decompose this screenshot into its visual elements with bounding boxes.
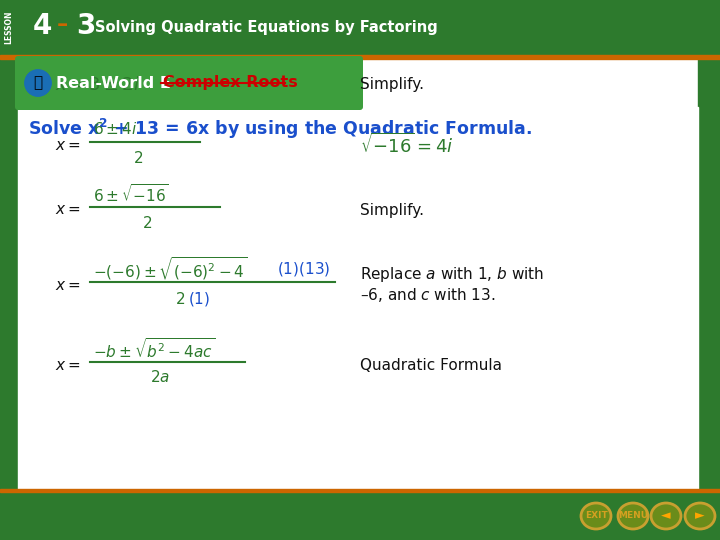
Text: $x = 3 \pm 2\mathit{i}$: $x = 3 \pm 2\mathit{i}$ [55,76,140,94]
Bar [698,0,720,540]
Ellipse shape [618,503,648,529]
Text: $2$: $2$ [142,215,152,231]
Text: $\sqrt{-16} = 4\mathit{i}$: $\sqrt{-16} = 4\mathit{i}$ [360,133,454,157]
Text: $x =$: $x =$ [55,357,81,373]
Text: $2$: $2$ [133,150,143,166]
Text: $6 \pm \sqrt{-16}$: $6 \pm \sqrt{-16}$ [93,183,168,205]
Text: ◄: ◄ [661,510,671,523]
Bar [0,492,720,540]
Text: $-b \pm \sqrt{b^2-4ac}$: $-b \pm \sqrt{b^2-4ac}$ [93,337,215,361]
Bar [0,489,720,492]
Text: $6 \pm 4\mathit{i}$: $6 \pm 4\mathit{i}$ [93,121,138,137]
FancyBboxPatch shape [15,56,363,110]
Text: LESSON: LESSON [4,11,14,44]
Text: Quadratic Formula: Quadratic Formula [360,357,502,373]
Text: Real-World E: Real-World E [56,76,171,91]
Text: Replace $a$ with 1, $b$ with: Replace $a$ with 1, $b$ with [360,266,544,285]
Text: $\mathbf{3}$: $\mathbf{3}$ [76,11,95,39]
Text: $2a$: $2a$ [150,369,170,385]
Ellipse shape [685,503,715,529]
Text: –: – [56,16,68,36]
Text: EXIT: EXIT [585,511,608,521]
Text: Complex Roots: Complex Roots [163,76,298,91]
Ellipse shape [581,503,611,529]
Text: $x =$: $x =$ [55,278,81,293]
Text: ►: ► [696,510,705,523]
Bar [0,55,720,59]
Text: $(1)(13)$: $(1)(13)$ [277,260,330,278]
Text: $2$: $2$ [175,291,185,307]
Text: Solving Quadratic Equations by Factoring: Solving Quadratic Equations by Factoring [95,20,438,35]
Text: $x =$: $x =$ [55,202,81,218]
Polygon shape [18,459,530,489]
Bar [0,0,720,55]
Text: 🌍: 🌍 [33,76,42,91]
Text: $\mathbf{4}$: $\mathbf{4}$ [32,11,52,39]
Bar [0,0,18,540]
Text: $(1)$: $(1)$ [188,290,210,308]
Bar [18,107,698,489]
Text: MENU: MENU [618,511,648,521]
Text: Solve $\mathbf{x^2}$ + 13 = 6$\mathbf{x}$ by using the Quadratic Formula.: Solve $\mathbf{x^2}$ + 13 = 6$\mathbf{x}… [28,117,532,141]
Circle shape [25,70,51,96]
Text: –6, and $c$ with 13.: –6, and $c$ with 13. [360,286,495,304]
Circle shape [25,70,51,96]
Text: $x =$: $x =$ [55,138,81,152]
Text: Simplify.: Simplify. [360,78,424,92]
Text: Simplify.: Simplify. [360,202,424,218]
Ellipse shape [651,503,681,529]
Text: $-(-6) \pm \sqrt{(-6)^2 - 4}$: $-(-6) \pm \sqrt{(-6)^2 - 4}$ [93,255,248,282]
